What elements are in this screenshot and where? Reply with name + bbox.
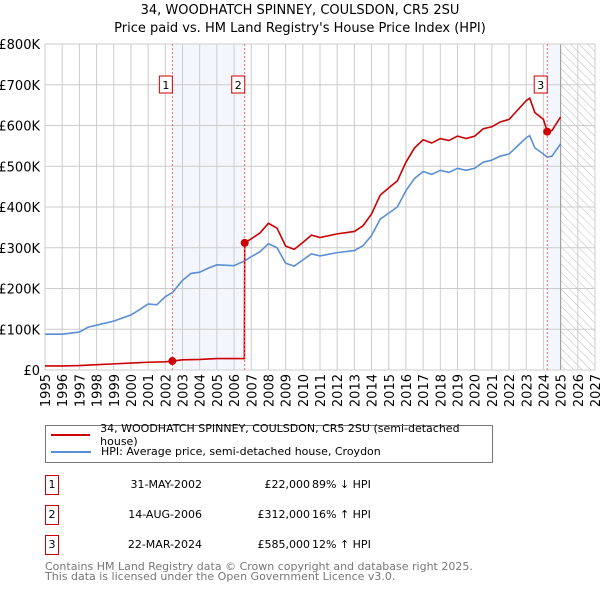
x-tick-label: 1995 [39,374,54,407]
sale-label: 2 [235,79,242,92]
footer: Contains HM Land Registry data © Crown c… [45,560,473,583]
y-tick-label: £100K [0,323,40,338]
footer-line: This data is licensed under the Open Gov… [45,570,396,583]
sale-point [240,238,249,247]
sale-label: 3 [537,79,544,92]
legend-item-property: 34, WOODHATCH SPINNEY, COULSDON, CR5 2SU… [46,422,492,448]
x-tick-label: 2002 [159,374,174,407]
x-tick-label: 2008 [262,374,277,407]
y-tick-label: £400K [0,201,40,216]
x-tick-label: 2006 [228,374,243,407]
legend-label: 34, WOODHATCH SPINNEY, COULSDON, CR5 2SU… [100,421,460,448]
legend-swatch-blue [51,450,91,453]
y-tick-label: £500K [0,160,40,175]
x-tick-label: 2012 [331,374,346,407]
x-tick-label: 2018 [434,374,449,407]
x-tick-label: 2022 [503,374,518,407]
plot-border [44,43,596,371]
chart-subtitle: Price paid vs. HM Land Registry's House … [114,21,486,36]
x-tick-label: 1997 [73,374,88,407]
sale-point [543,127,552,136]
x-tick-label: 2011 [314,374,329,407]
x-tick-label: 2010 [297,374,312,407]
series-line [45,134,562,335]
sale-hpi: 89% ↓ HPI [312,478,371,491]
x-tick-label: 2015 [383,374,398,407]
x-tick-label: 2025 [555,374,570,407]
x-tick-label: 2014 [366,374,381,407]
sale-row: 3 22-MAR-2024 £585,000 12% ↑ HPI [45,535,445,555]
legend-label: HPI: Average price, semi-detached house,… [101,445,381,458]
sale-date: 14-AUG-2006 [128,508,202,521]
x-tick-label: 2003 [177,374,192,407]
legend-swatch-red [51,433,91,436]
sale-price: £312,000 [257,508,311,521]
x-tick-label: 2017 [417,374,432,407]
x-tick-label: 2005 [211,374,226,407]
sale-label-box [231,75,246,94]
x-tick-label: 2007 [245,374,260,407]
sale-point [168,357,177,366]
y-tick-label: £0 [23,364,40,379]
sale-label-box [158,75,173,94]
sale-date: 22-MAR-2024 [127,538,202,551]
sale-price: £22,000 [264,478,311,491]
legend-item-hpi: HPI: Average price, semi-detached house,… [46,443,492,460]
sale-row: 1 31-MAY-2002 £22,000 89% ↓ HPI [45,475,445,495]
x-tick-label: 2019 [452,374,467,407]
sale-label-box [533,75,548,94]
sale-row: 2 14-AUG-2006 £312,000 16% ↑ HPI [45,505,445,525]
sale-date: 31-MAY-2002 [130,478,202,491]
x-tick-label: 1998 [91,374,106,407]
x-tick-label: 2001 [142,374,157,407]
y-tick-label: £600K [0,120,40,135]
y-tick-label: £300K [0,242,40,257]
x-tick-label: 2020 [469,374,484,407]
x-tick-label: 2000 [125,374,140,407]
x-tick-label: 2027 [589,374,600,407]
x-tick-label: 1999 [108,374,123,407]
x-tick-label: 2004 [194,374,209,407]
price-chart: 34, WOODHATCH SPINNEY, COULSDON, CR5 2SU… [0,3,600,407]
x-tick-label: 2026 [572,374,587,407]
sale-label: 1 [162,79,169,92]
legend: 34, WOODHATCH SPINNEY, COULSDON, CR5 2SU… [45,422,493,463]
sale-hpi: 16% ↑ HPI [312,508,371,521]
x-tick-label: 2009 [280,374,295,407]
x-tick-label: 2021 [486,374,501,407]
x-tick-label: 2013 [348,374,363,407]
sale-hpi: 12% ↑ HPI [312,538,371,551]
sale-price: £585,000 [257,538,311,551]
x-tick-label: 2016 [400,374,415,407]
x-tick-label: 1996 [56,374,71,407]
y-tick-label: £200K [0,283,40,298]
y-tick-label: £700K [0,79,40,94]
sale-number: 1 [45,475,59,495]
sale-number: 2 [45,505,59,525]
sale-number: 3 [45,535,59,555]
y-tick-label: £800K [0,38,40,53]
x-tick-label: 2024 [537,374,552,407]
x-tick-label: 2023 [520,374,535,407]
chart-title: 34, WOODHATCH SPINNEY, COULSDON, CR5 2SU [141,3,460,18]
footer-line: Contains HM Land Registry data © Crown c… [45,560,473,573]
